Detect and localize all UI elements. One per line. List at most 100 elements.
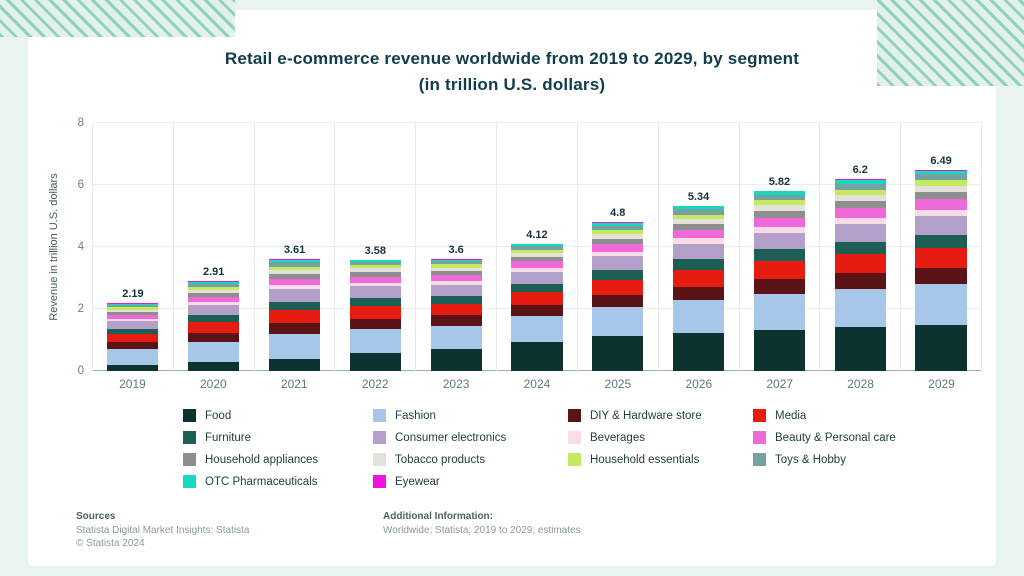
x-tick-label: 2029 (928, 377, 955, 391)
bar-segment (592, 225, 644, 231)
stacked-bar (915, 169, 967, 371)
bar-column: 2.19 (93, 123, 174, 371)
bar-segment (915, 268, 967, 285)
bar-segment (349, 298, 401, 307)
x-axis-labels: 2019 2020 2021 2022 2023 2024 2025 2026 2027 2028… (92, 371, 982, 397)
bar-segment (511, 249, 563, 254)
bar-total-label: 6.49 (930, 154, 952, 167)
bar-segment (834, 180, 886, 184)
bar-segment (915, 199, 967, 210)
bar-segment (673, 205, 725, 207)
bar-segment (673, 270, 725, 287)
bar-segment (349, 318, 401, 330)
x-tick-label: 2028 (847, 377, 874, 391)
bar-segment (188, 322, 240, 333)
x-tick-label: 2019 (119, 377, 146, 391)
bar-segment (673, 209, 725, 215)
bar-segment (915, 284, 967, 325)
bar-segment (107, 341, 159, 350)
bar-segment (834, 200, 886, 208)
bar-segment (188, 302, 240, 306)
bar-total-label: 5.34 (687, 190, 710, 203)
bar-segment (592, 234, 644, 239)
bar-segment (592, 238, 644, 245)
bar-column: 5.82 (740, 123, 821, 371)
bar-segment (511, 256, 563, 262)
legend-swatch (568, 453, 581, 466)
bar-segment (673, 243, 725, 260)
x-tick-label: 2027 (766, 377, 794, 391)
legend-item: OTC Pharmaceuticals (183, 475, 373, 488)
bar-total-label: 3.61 (283, 244, 306, 257)
bar-segment (107, 303, 159, 305)
bar-segment (511, 316, 563, 342)
additional-line: Worldwide; Statista; 2019 to 2029; estim… (383, 524, 581, 536)
bar-segment (107, 304, 159, 308)
bar-segment (188, 362, 240, 371)
bar-segment (834, 189, 886, 196)
bar-segment (915, 171, 967, 174)
bar-segment (268, 285, 321, 290)
bar-segment (268, 322, 321, 335)
bar-segment (915, 186, 967, 192)
y-tick-label: 2 (77, 303, 84, 315)
bar-segment (592, 222, 644, 224)
x-tick-label: 2025 (604, 377, 632, 391)
bar-segment (753, 261, 805, 280)
legend-label: Media (775, 409, 807, 422)
legend-label: Beauty & Personal care (775, 431, 896, 444)
bar-total-label: 4.8 (610, 207, 626, 220)
bar-segment (592, 294, 644, 308)
bar-segment (673, 206, 725, 210)
bar-column: 4.8 (578, 123, 659, 371)
stacked-bar (753, 190, 805, 371)
bar-segment (511, 341, 563, 371)
bar-segment (753, 249, 805, 262)
bar-segment (915, 209, 967, 217)
sources-line: Statista Digital Market Insights: Statis… (76, 524, 250, 536)
chart-card: Retail e-commerce revenue worldwide from… (28, 10, 996, 566)
bar-segment (592, 223, 644, 226)
bar-segment (107, 309, 159, 313)
legend-item: Beverages (568, 431, 753, 444)
bar-columns: 2.19 2.91 3.61 3.58 3.6 4.12 4.8 5.34 5.82 6.2 6.4… (93, 123, 982, 371)
bar-segment (511, 267, 563, 272)
bar-segment (268, 334, 321, 360)
bar-segment (915, 169, 967, 172)
bar-segment (349, 282, 401, 287)
legend-item: Food (183, 409, 373, 422)
legend-swatch (568, 431, 581, 444)
legend-label: OTC Pharmaceuticals (205, 475, 318, 488)
bar-segment (349, 306, 401, 319)
bar-column: 5.34 (659, 123, 740, 371)
legend-item: Furniture (183, 431, 373, 444)
legend-label: Furniture (205, 431, 252, 444)
bar-segment (915, 234, 967, 248)
legend-swatch (753, 453, 766, 466)
bar-segment (188, 297, 240, 303)
legend: Food Fashion DIY & Hardware store Media Furn… (28, 409, 996, 488)
y-tick-label: 4 (77, 241, 84, 253)
bar-segment (834, 253, 886, 274)
bar-segment (511, 261, 563, 268)
bar-segment (430, 270, 482, 276)
legend-label: Food (205, 409, 232, 422)
bar-segment (673, 259, 725, 271)
stacked-bar (268, 259, 321, 371)
bar-segment (349, 329, 401, 353)
plot-column: 2.19 2.91 3.61 3.58 3.6 4.12 4.8 5.34 5.82 6.2 6.4… (92, 122, 982, 397)
bar-segment (188, 332, 240, 342)
bar-segment (834, 183, 886, 190)
legend-swatch (183, 431, 196, 444)
stacked-bar (673, 205, 725, 371)
bar-column: 6.2 (820, 123, 902, 371)
bar-segment (430, 261, 482, 265)
bar-total-label: 6.2 (852, 164, 868, 177)
legend-swatch (568, 409, 581, 422)
bar-total-label: 3.6 (448, 244, 464, 257)
bar-segment (107, 349, 159, 366)
bar-segment (430, 295, 482, 304)
bar-segment (268, 273, 321, 279)
chart-title: Retail e-commerce revenue worldwide from… (224, 49, 800, 94)
copyright-line: © Statista 2024 (76, 538, 145, 549)
